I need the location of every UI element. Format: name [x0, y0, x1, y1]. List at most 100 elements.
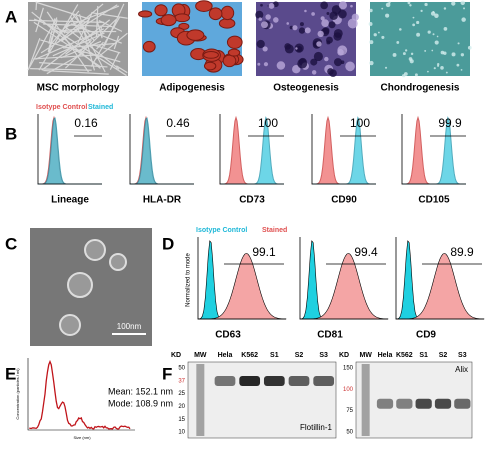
marker: CD9 [416, 330, 436, 341]
cartilage [461, 17, 466, 22]
cartilage [369, 40, 374, 45]
lane-label: S2 [295, 352, 304, 359]
cartilage [451, 52, 456, 57]
mineral [304, 9, 307, 13]
mineral [347, 18, 358, 29]
cartilage [436, 63, 440, 66]
axes [129, 114, 194, 185]
mineral [324, 56, 329, 62]
lipid [203, 50, 219, 59]
mineral [338, 9, 347, 19]
cartilage [412, 23, 416, 27]
lane-label: K562 [241, 352, 258, 359]
cell [47, 19, 58, 56]
cartilage [424, 49, 427, 52]
cartilage [402, 52, 406, 56]
cartilage [414, 73, 418, 77]
protein: Flotillin-1 [300, 423, 333, 432]
mineral [284, 44, 294, 54]
mineral [329, 11, 338, 20]
panel-label: B [5, 124, 17, 143]
band [434, 398, 452, 409]
percent: 99.4 [354, 245, 378, 259]
lipid [227, 48, 241, 57]
mineral [340, 60, 345, 65]
lipid [138, 10, 153, 18]
cartilage [403, 72, 408, 76]
band [415, 398, 432, 409]
vesicle [59, 314, 81, 336]
cartilage [434, 13, 439, 19]
cartilage [369, 8, 373, 13]
cartilage [381, 35, 385, 39]
cell [96, 41, 104, 50]
mineral [316, 41, 322, 47]
cartilage [451, 1, 456, 6]
chondro-image [370, 2, 470, 76]
mineral [326, 36, 333, 44]
cartilage [412, 16, 415, 19]
mineral [350, 4, 353, 8]
marker: Lineage [51, 195, 89, 206]
vesicle [109, 253, 127, 271]
panel-label: C [5, 234, 17, 253]
kd-tick: 75 [346, 408, 353, 414]
band [376, 398, 394, 409]
scale-label: 100nm [117, 322, 142, 331]
lipid [154, 4, 168, 17]
cell [43, 69, 109, 75]
legend-stained: Stained [88, 104, 113, 111]
cartilage [445, 71, 448, 74]
mineral [272, 1, 279, 8]
marker: HLA-DR [143, 195, 182, 206]
cell [48, 10, 80, 47]
cell [60, 40, 102, 59]
caption: Chondrogenesis [381, 83, 460, 94]
cartilage [432, 33, 435, 36]
lipid [220, 5, 235, 21]
blot [355, 361, 473, 439]
cartilage [432, 11, 435, 13]
cartilage [443, 27, 448, 31]
lane-label: S1 [419, 352, 428, 359]
mineral [292, 65, 301, 74]
y-label: Normalized to mode [186, 252, 192, 306]
axes [311, 114, 376, 185]
mineral [260, 3, 263, 7]
kd-tick: 10 [178, 430, 185, 436]
cell [103, 3, 125, 47]
cartilage [384, 66, 388, 69]
lane-label: S3 [319, 352, 328, 359]
cartilage [431, 49, 434, 52]
y-label: Concentration (particles / ml) [15, 368, 20, 420]
lipid [195, 0, 213, 12]
cell [35, 7, 44, 33]
cell [57, 3, 104, 43]
cartilage [436, 35, 439, 38]
mineral [265, 14, 271, 20]
cell [94, 32, 128, 60]
axes [401, 114, 466, 185]
lane-label: MW [359, 352, 372, 359]
lipid [222, 54, 237, 68]
lane-label: K562 [396, 352, 413, 359]
lipid [142, 40, 156, 53]
mineral [327, 68, 334, 75]
mineral [258, 17, 263, 21]
panel-label: E [5, 364, 16, 383]
panel-label: F [162, 364, 172, 383]
ladder [361, 364, 370, 436]
cartilage [463, 7, 466, 10]
cartilage [440, 66, 444, 70]
caption: Osteogenesis [273, 83, 339, 94]
cartilage [409, 4, 412, 7]
kd-tick: 150 [343, 366, 354, 372]
cell [91, 12, 128, 19]
percent: 100 [350, 116, 370, 130]
mineral [261, 21, 268, 29]
mineral [256, 39, 265, 49]
legend-stained: Stained [262, 227, 287, 234]
lipid [218, 18, 236, 29]
x-label: Size (nm) [73, 435, 91, 440]
